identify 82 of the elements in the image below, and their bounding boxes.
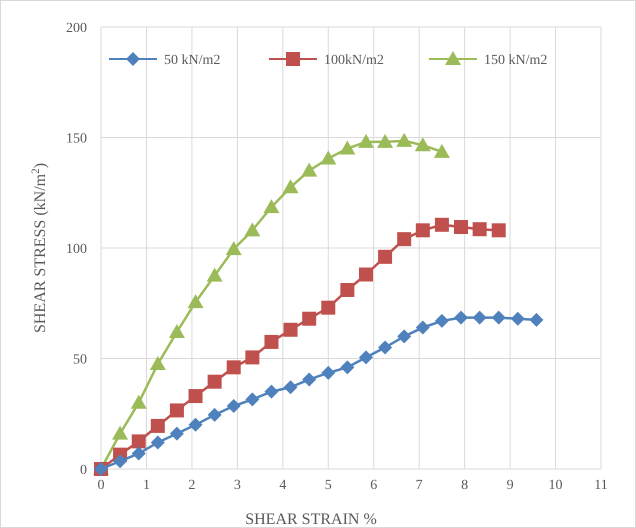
x-tick-label: 4 (279, 478, 286, 493)
point (282, 179, 299, 194)
point (340, 282, 354, 297)
point (226, 241, 242, 256)
y-tick-label: 0 (80, 463, 87, 478)
point (397, 329, 412, 344)
point (264, 384, 278, 399)
point (264, 334, 278, 349)
point (492, 310, 506, 325)
point (340, 360, 354, 374)
legend-label: 150 kN/m2 (484, 53, 548, 68)
legend-label: 50 kN/m2 (164, 53, 220, 68)
point (454, 310, 468, 325)
x-tick-label: 3 (234, 478, 241, 493)
point (208, 374, 222, 389)
point (414, 137, 431, 152)
y-tick-label: 100 (66, 242, 87, 257)
point (263, 199, 280, 214)
point (284, 322, 298, 337)
legend-label: 100kN/m2 (324, 53, 384, 68)
point (150, 356, 166, 370)
point (245, 392, 260, 406)
y-tick-label: 50 (73, 352, 87, 368)
point (472, 222, 487, 236)
x-tick-label: 9 (506, 478, 514, 493)
point (226, 360, 241, 374)
point (454, 220, 468, 234)
point (206, 268, 223, 282)
x-tick-label: 1 (142, 478, 150, 493)
point (284, 380, 298, 394)
point (396, 132, 412, 147)
x-tick-label: 7 (416, 478, 423, 493)
point (302, 372, 316, 386)
point (416, 223, 430, 238)
point (130, 394, 147, 409)
point (132, 434, 146, 448)
point (358, 134, 374, 148)
point (244, 222, 260, 236)
point (150, 418, 165, 433)
point (170, 426, 184, 441)
point (321, 366, 336, 380)
point (510, 312, 525, 326)
x-axis-title: SHEAR STRAIN % (245, 511, 377, 528)
point (492, 223, 506, 238)
x-tick-label: 6 (370, 478, 378, 493)
point (339, 140, 356, 155)
point (208, 408, 222, 422)
point (226, 399, 241, 414)
point (359, 268, 373, 282)
point (132, 446, 146, 461)
point (168, 324, 185, 338)
y-tick-label: 150 (66, 132, 87, 146)
point (301, 162, 318, 177)
point (188, 389, 203, 404)
point (397, 232, 412, 246)
point (434, 218, 449, 232)
point (245, 350, 260, 364)
point (529, 312, 544, 327)
y-tick-label: 200 (66, 21, 87, 36)
point (434, 144, 450, 158)
point (378, 340, 392, 354)
point (112, 426, 128, 440)
x-tick-label: 2 (188, 478, 196, 493)
point (321, 300, 336, 315)
point (320, 150, 336, 164)
x-tick-label: 8 (461, 478, 468, 493)
point (113, 454, 128, 468)
point (377, 134, 394, 148)
point (434, 314, 449, 328)
point (472, 310, 487, 325)
point (170, 403, 184, 418)
x-tick-label: 0 (98, 478, 104, 493)
x-tick-label: 11 (594, 478, 608, 493)
point (188, 418, 203, 432)
point (302, 312, 316, 326)
point (188, 294, 204, 308)
point (150, 435, 165, 450)
point (416, 320, 430, 335)
point (359, 350, 373, 364)
x-tick-label: 10 (548, 478, 563, 493)
point (378, 250, 392, 264)
x-tick-label: 5 (324, 478, 332, 493)
